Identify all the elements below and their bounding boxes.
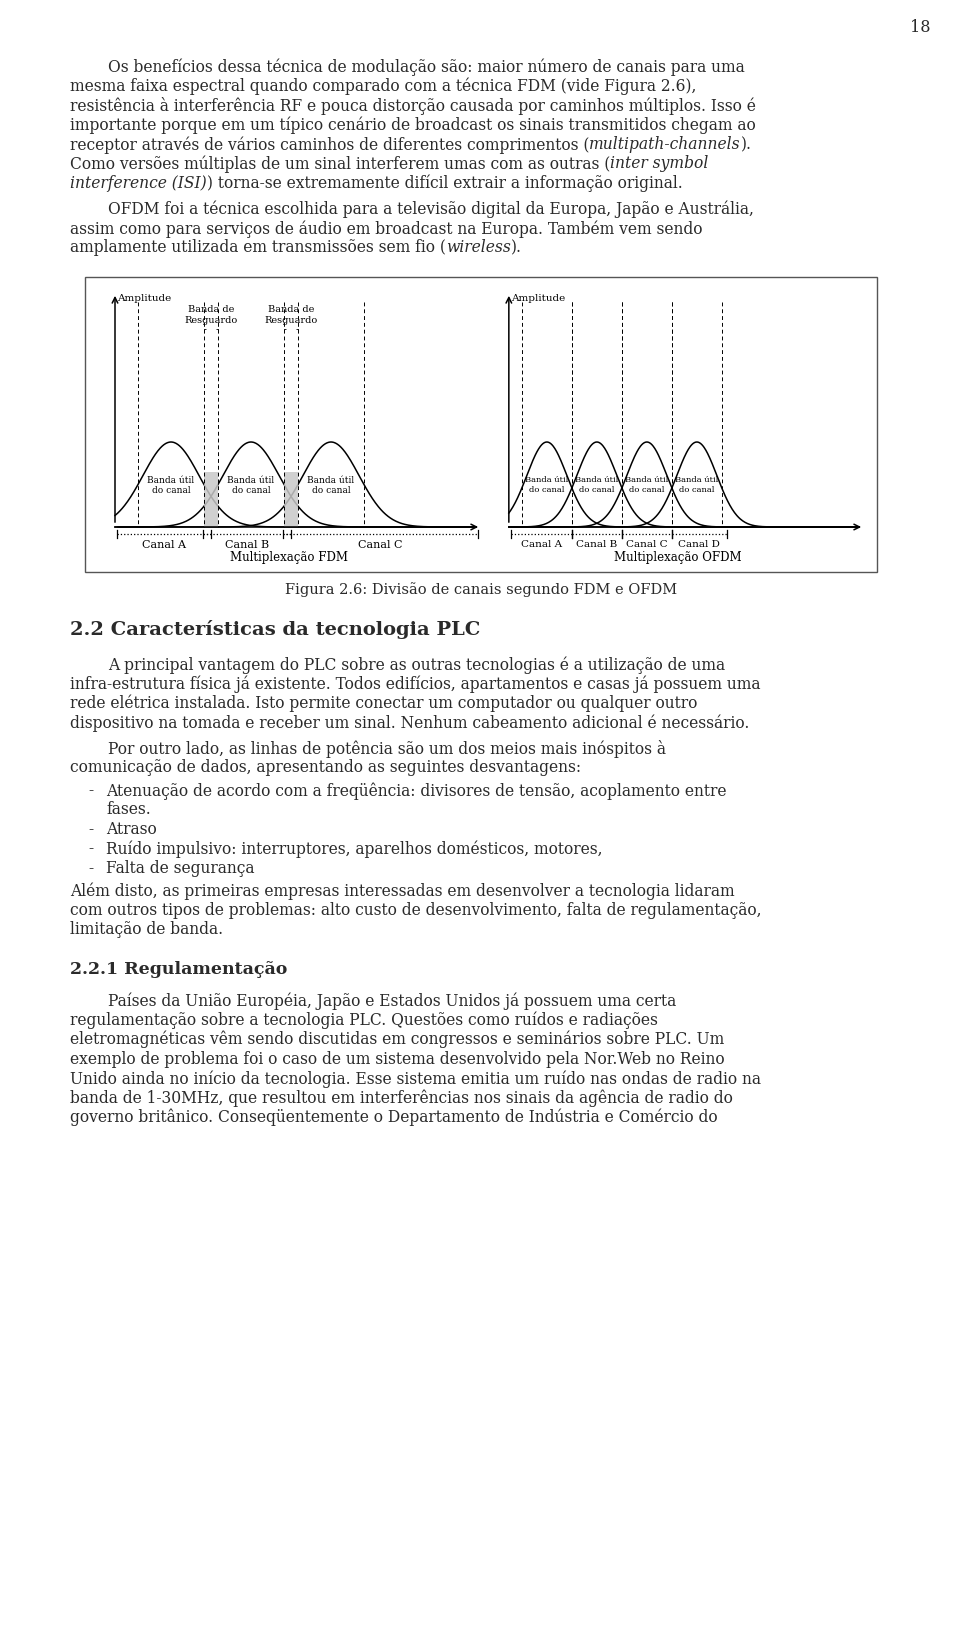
Text: Banda útil: Banda útil	[575, 476, 618, 484]
Text: Os benefícios dessa técnica de modulação são: maior número de canais para uma: Os benefícios dessa técnica de modulação…	[108, 57, 745, 75]
Text: do canal: do canal	[679, 486, 714, 494]
Text: infra-estrutura física já existente. Todos edifícios, apartamentos e casas já po: infra-estrutura física já existente. Tod…	[70, 676, 760, 693]
Text: Canal C: Canal C	[626, 540, 667, 550]
Text: Figura 2.6: Divisão de canais segundo FDM e OFDM: Figura 2.6: Divisão de canais segundo FD…	[285, 583, 677, 597]
Text: Canal C: Canal C	[358, 540, 403, 550]
Text: fases.: fases.	[106, 801, 151, 819]
Text: Banda útil: Banda útil	[228, 476, 275, 486]
Text: Atenuação de acordo com a freqüência: divisores de tensão, acoplamento entre: Atenuação de acordo com a freqüência: di…	[106, 783, 727, 799]
Text: -: -	[88, 860, 93, 876]
Text: do canal: do canal	[152, 486, 190, 496]
Text: do canal: do canal	[231, 486, 271, 496]
Text: governo britânico. Conseqüentemente o Departamento de Indústria e Comércio do: governo britânico. Conseqüentemente o De…	[70, 1109, 718, 1126]
Text: inter symbol: inter symbol	[611, 156, 708, 172]
Text: 2.2 Características da tecnologia PLC: 2.2 Características da tecnologia PLC	[70, 620, 480, 638]
Bar	[284, 473, 298, 527]
Text: Amplitude: Amplitude	[511, 294, 565, 304]
Text: 2.2.1 Regulamentação: 2.2.1 Regulamentação	[70, 962, 287, 978]
Text: Falta de segurança: Falta de segurança	[106, 860, 254, 876]
Text: -: -	[88, 840, 93, 858]
Text: Banda útil: Banda útil	[307, 476, 354, 486]
Text: Banda útil: Banda útil	[148, 476, 195, 486]
Text: Multiplexação OFDM: Multiplexação OFDM	[614, 551, 742, 565]
Text: Além disto, as primeiras empresas interessadas em desenvolver a tecnologia lidar: Além disto, as primeiras empresas intere…	[70, 883, 734, 899]
Text: Resguardo: Resguardo	[184, 317, 238, 325]
Text: Canal A: Canal A	[520, 540, 562, 550]
Text: exemplo de problema foi o caso de um sistema desenvolvido pela Nor.Web no Reino: exemplo de problema foi o caso de um sis…	[70, 1050, 725, 1068]
Text: banda de 1-30MHz, que resultou em interferências nos sinais da agência de radio : banda de 1-30MHz, que resultou em interf…	[70, 1090, 732, 1108]
Text: com outros tipos de problemas: alto custo de desenvolvimento, falta de regulamen: com outros tipos de problemas: alto cust…	[70, 903, 761, 919]
Text: receptor através de vários caminhos de diferentes comprimentos (: receptor através de vários caminhos de d…	[70, 136, 589, 154]
Text: interference (ISI): interference (ISI)	[70, 176, 206, 192]
Text: ).: ).	[511, 240, 521, 256]
Text: do canal: do canal	[629, 486, 664, 494]
Text: Canal A: Canal A	[142, 540, 186, 550]
Text: ) torna-se extremamente difícil extrair a informação original.: ) torna-se extremamente difícil extrair …	[206, 176, 683, 192]
Text: limitação de banda.: limitação de banda.	[70, 922, 223, 939]
Text: Banda útil: Banda útil	[625, 476, 668, 484]
Text: A principal vantagem do PLC sobre as outras tecnologias é a utilização de uma: A principal vantagem do PLC sobre as out…	[108, 656, 725, 673]
Text: rede elétrica instalada. Isto permite conectar um computador ou qualquer outro: rede elétrica instalada. Isto permite co…	[70, 696, 697, 712]
Text: assim como para serviços de áudio em broadcast na Europa. Também vem sendo: assim como para serviços de áudio em bro…	[70, 220, 703, 238]
Text: Banda de: Banda de	[188, 305, 234, 313]
Text: do canal: do canal	[579, 486, 614, 494]
Text: do canal: do canal	[529, 486, 564, 494]
Text: Canal B: Canal B	[225, 540, 269, 550]
Text: Unido ainda no início da tecnologia. Esse sistema emitia um ruído nas ondas de r: Unido ainda no início da tecnologia. Ess…	[70, 1070, 761, 1088]
Text: Resguardo: Resguardo	[264, 317, 318, 325]
Text: Multiplexação FDM: Multiplexação FDM	[230, 551, 348, 565]
Text: Atraso: Atraso	[106, 820, 156, 839]
Text: Banda útil: Banda útil	[675, 476, 718, 484]
Bar	[85, 277, 877, 573]
Text: Banda de: Banda de	[268, 305, 314, 313]
Text: -: -	[88, 820, 93, 839]
Text: Como versões múltiplas de um sinal interferem umas com as outras (: Como versões múltiplas de um sinal inter…	[70, 156, 611, 172]
Text: eletromagnéticas vêm sendo discutidas em congressos e seminários sobre PLC. Um: eletromagnéticas vêm sendo discutidas em…	[70, 1031, 724, 1049]
Text: Países da União Européia, Japão e Estados Unidos já possuem uma certa: Países da União Européia, Japão e Estado…	[108, 993, 676, 1009]
Text: multipath-channels: multipath-channels	[589, 136, 741, 153]
Text: Canal B: Canal B	[576, 540, 617, 550]
Text: Banda útil: Banda útil	[525, 476, 568, 484]
Bar	[204, 473, 218, 527]
Text: do canal: do canal	[312, 486, 350, 496]
Text: wireless: wireless	[445, 240, 511, 256]
Text: ).: ).	[741, 136, 752, 153]
Text: importante porque em um típico cenário de broadcast os sinais transmitidos chega: importante porque em um típico cenário d…	[70, 117, 756, 135]
Text: Canal D: Canal D	[679, 540, 720, 550]
Text: comunicação de dados, apresentando as seguintes desvantagens:: comunicação de dados, apresentando as se…	[70, 760, 581, 776]
Text: amplamente utilizada em transmissões sem fio (: amplamente utilizada em transmissões sem…	[70, 240, 445, 256]
Text: 18: 18	[910, 18, 930, 36]
Text: OFDM foi a técnica escolhida para a televisão digital da Europa, Japão e Austrál: OFDM foi a técnica escolhida para a tele…	[108, 200, 754, 218]
Text: mesma faixa espectral quando comparado com a técnica FDM (vide Figura 2.6),: mesma faixa espectral quando comparado c…	[70, 77, 696, 95]
Text: regulamentação sobre a tecnologia PLC. Questões como ruídos e radiações: regulamentação sobre a tecnologia PLC. Q…	[70, 1011, 658, 1029]
Text: Por outro lado, as linhas de potência são um dos meios mais inóspitos à: Por outro lado, as linhas de potência sã…	[108, 740, 666, 758]
Text: Amplitude: Amplitude	[117, 294, 171, 304]
Text: resistência à interferência RF e pouca distorção causada por caminhos múltiplos.: resistência à interferência RF e pouca d…	[70, 97, 756, 115]
Text: Ruído impulsivo: interruptores, aparelhos domésticos, motores,: Ruído impulsivo: interruptores, aparelho…	[106, 840, 608, 858]
Text: -: -	[88, 783, 93, 799]
Text: dispositivo na tomada e receber um sinal. Nenhum cabeamento adicional é necessár: dispositivo na tomada e receber um sinal…	[70, 714, 750, 732]
